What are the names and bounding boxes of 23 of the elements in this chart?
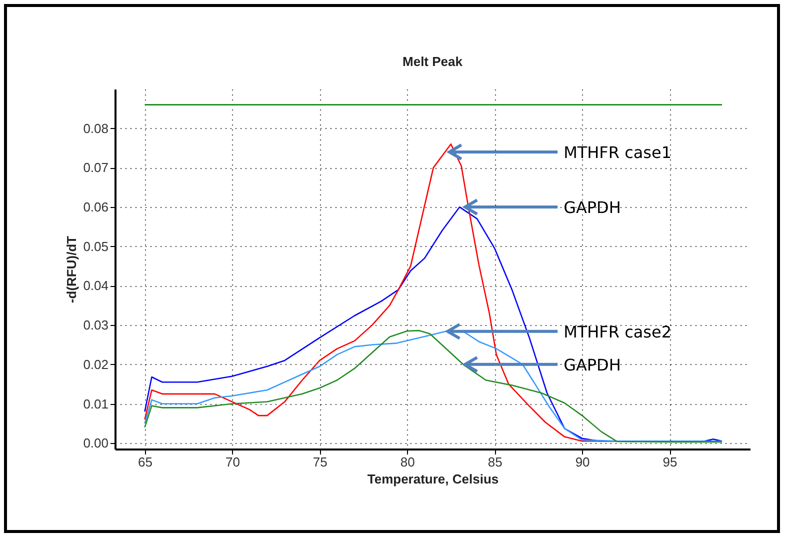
- annotation: GAPDH: [564, 355, 621, 374]
- x-tick-label: 95: [662, 454, 678, 470]
- x-tick-label: 90: [575, 454, 590, 470]
- x-tick-label: 85: [488, 454, 502, 470]
- y-tick-label: 0.07: [83, 160, 108, 176]
- x-tick-label: 75: [312, 454, 328, 470]
- y-tick-label: 0.06: [83, 200, 108, 215]
- x-tick-label: 80: [400, 454, 415, 470]
- y-tick-label: 0.04: [83, 278, 108, 294]
- chart-title: Melt Peak: [402, 54, 464, 69]
- y-tick-label: 0.01: [83, 396, 108, 412]
- x-tick-label: 65: [138, 454, 152, 470]
- y-tick-label: 0.02: [83, 356, 108, 372]
- annotation: MTHFR case2: [564, 322, 672, 342]
- annotation: GAPDH: [564, 198, 621, 218]
- x-tick-label: 70: [225, 454, 240, 470]
- y-tick-label: 0.03: [83, 318, 108, 333]
- y-tick-label: 0.05: [83, 238, 108, 254]
- x-axis-title: Temperature, Celsius: [367, 472, 499, 486]
- y-tick-label: 0.08: [83, 120, 108, 136]
- y-axis-title: -d(RFU)/dT: [64, 236, 80, 304]
- y-tick-label: 0.00: [83, 436, 108, 451]
- annotation: MTHFR case1: [564, 142, 672, 162]
